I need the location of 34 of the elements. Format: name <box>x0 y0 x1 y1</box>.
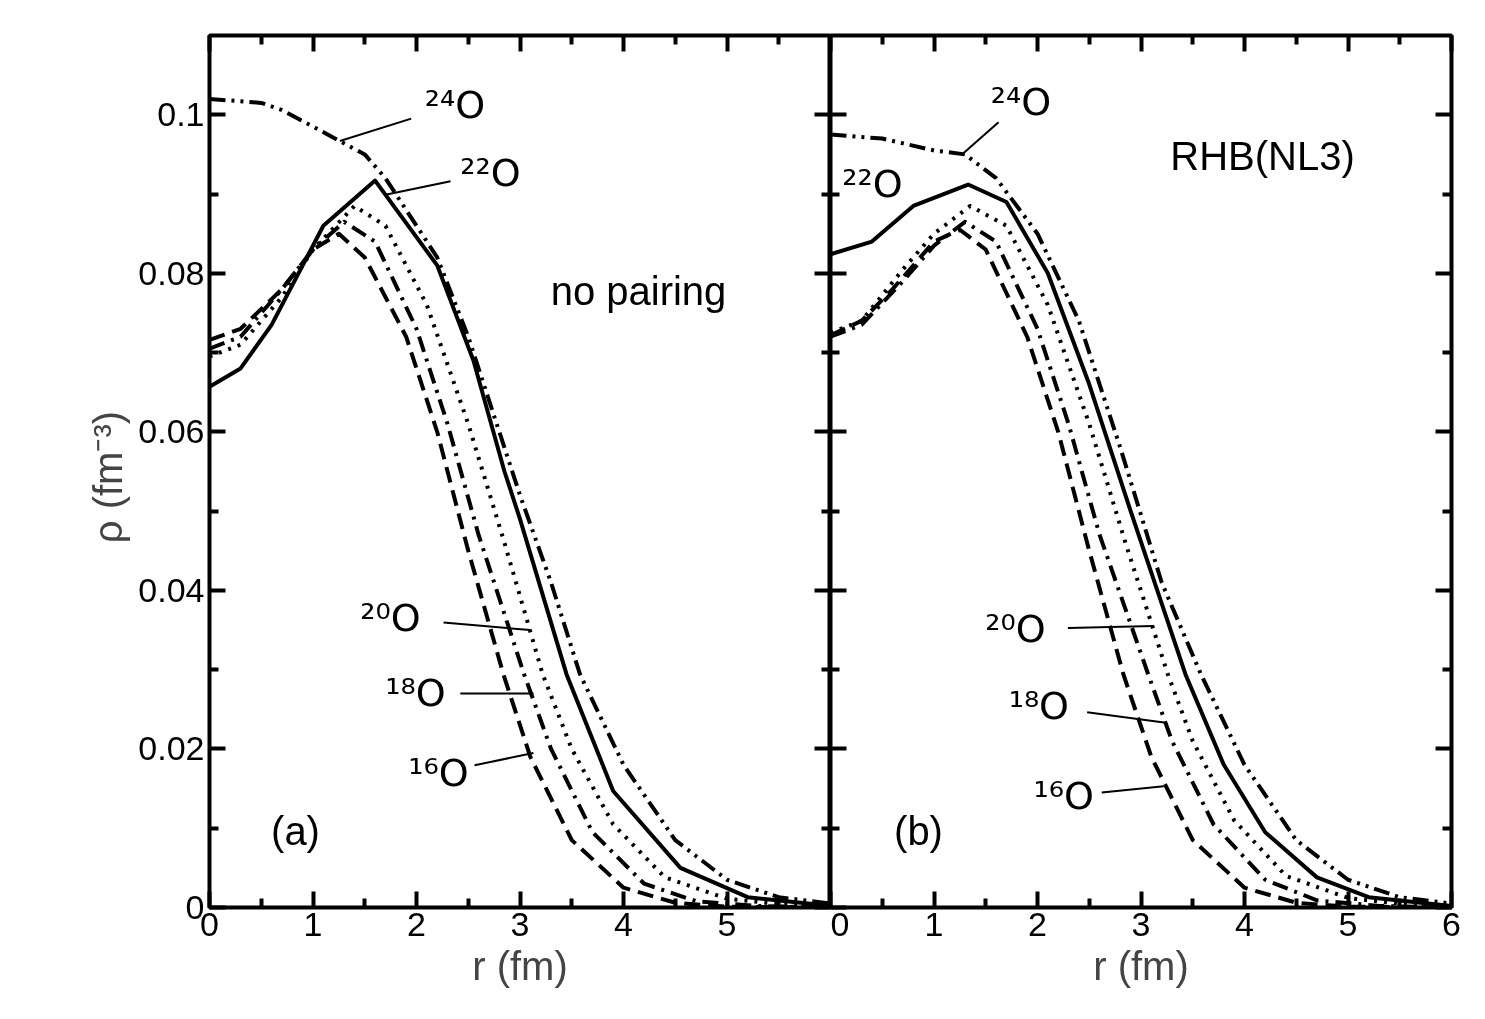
x-tick-label: 3 <box>510 904 530 943</box>
annotation: ²⁰O <box>360 596 421 641</box>
annotation: ¹⁶O <box>1033 774 1094 819</box>
annotation: ²²O <box>460 150 521 195</box>
x-tick-label: 4 <box>614 904 633 943</box>
x-tick-label: 6 <box>1442 904 1461 943</box>
annotation: ¹⁸O <box>1008 683 1070 728</box>
annotation: (b) <box>894 808 943 853</box>
annotation: ²²O <box>842 162 903 207</box>
x-tick-label: 0 <box>830 904 850 943</box>
annotation: ²⁰O <box>985 607 1046 652</box>
annotation: no pairing <box>550 268 727 313</box>
x-tick-label: 4 <box>1235 904 1254 943</box>
x-tick-label: 2 <box>1028 904 1047 943</box>
x-tick-label: 5 <box>717 904 737 943</box>
y-axis-title: ρ (fm⁻³) <box>86 410 131 544</box>
annotation: ²⁴O <box>990 80 1052 125</box>
x-tick-label: 1 <box>924 904 944 943</box>
annotation: (a) <box>271 808 320 853</box>
y-tick-label: 0.06 <box>138 412 205 451</box>
x-tick-label: 3 <box>1131 904 1151 943</box>
annotation: ¹⁶O <box>408 750 469 795</box>
x-tick-label: 1 <box>303 904 323 943</box>
y-tick-label: 0.04 <box>138 570 205 609</box>
annotation: ¹⁸O <box>385 671 446 716</box>
y-tick-label: 0.08 <box>138 253 205 292</box>
x-axis-title: r (fm) <box>1093 943 1189 988</box>
x-tick-label: 5 <box>1338 904 1358 943</box>
x-axis-title: r (fm) <box>472 943 568 988</box>
annotation: RHB(NL3) <box>1170 133 1355 178</box>
annotation: ²⁴O <box>424 82 486 127</box>
y-tick-label: 0.1 <box>157 95 205 134</box>
x-tick-label: 2 <box>407 904 426 943</box>
y-tick-label: 0.02 <box>138 729 205 768</box>
